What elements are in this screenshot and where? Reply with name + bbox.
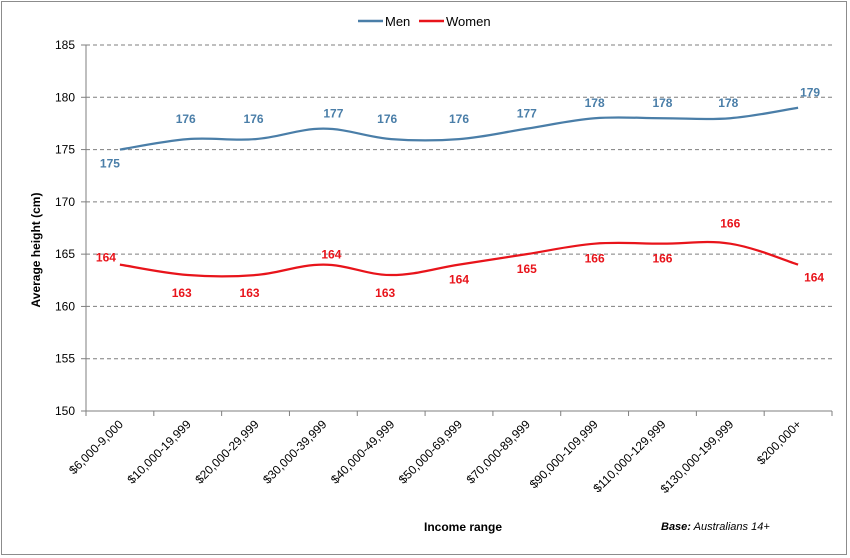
data-label: 163	[172, 286, 192, 300]
x-tick-label: $200,000+	[754, 417, 804, 467]
data-label: 164	[321, 248, 341, 262]
base-note: Base: Australians 14+	[661, 521, 770, 533]
y-tick-label: 180	[55, 90, 75, 104]
x-tick-labels: $6,000-9,000$10,000-19,999$20,000-29,999…	[66, 417, 804, 496]
x-axis-title: Income range	[424, 520, 502, 534]
y-tick-label: 155	[55, 352, 75, 366]
data-label: 179	[800, 86, 820, 100]
legend: Men Women	[358, 14, 491, 29]
y-tick-labels: 150 155 160 165 170 175 180 185	[55, 38, 75, 418]
gridlines	[86, 44, 832, 360]
axes	[81, 44, 833, 416]
base-note-label: Base:	[661, 521, 691, 533]
y-tick-label: 185	[55, 38, 75, 52]
legend-label: Women	[446, 14, 491, 29]
data-label: 175	[100, 157, 120, 171]
x-tick-label: $20,000-29,999	[192, 417, 262, 487]
base-note-text: Australians 14+	[691, 521, 770, 533]
y-tick-label: 160	[55, 299, 75, 313]
data-label: 163	[375, 286, 395, 300]
data-label: 176	[377, 112, 397, 126]
x-tick-label: $6,000-9,000	[66, 417, 126, 477]
data-label: 178	[652, 96, 672, 110]
data-label: 166	[585, 252, 605, 266]
data-label: 163	[240, 286, 260, 300]
y-tick-label: 175	[55, 143, 75, 157]
x-tick-label: $50,000-69,999	[396, 417, 466, 487]
data-label: 166	[720, 217, 740, 231]
data-label: 176	[449, 112, 469, 126]
data-label: 164	[96, 251, 116, 265]
x-tick-label: $130,000-199,999	[658, 417, 737, 496]
y-tick-label: 150	[55, 404, 75, 418]
data-label: 164	[449, 273, 469, 287]
x-tick-label: $40,000-49,999	[328, 417, 398, 487]
y-tick-label: 165	[55, 247, 75, 261]
x-tick-label: $70,000-89,999	[464, 417, 534, 487]
x-tick-label: $10,000-19,999	[124, 417, 194, 487]
x-tick-label: $90,000-109,999	[527, 417, 601, 491]
data-label: 166	[652, 252, 672, 266]
y-tick-label: 170	[55, 195, 75, 209]
data-label: 164	[804, 271, 824, 285]
data-label: 178	[585, 96, 605, 110]
series-lines	[119, 106, 799, 278]
data-label: 165	[517, 262, 537, 276]
data-label: 177	[517, 107, 537, 121]
data-label: 178	[718, 96, 738, 110]
series-line-women	[119, 240, 799, 278]
series-line-men	[119, 106, 799, 151]
x-tick-label: $30,000-39,999	[260, 417, 330, 487]
legend-label: Men	[385, 14, 410, 29]
x-tick-label: $110,000-129,999	[590, 417, 668, 495]
data-labels: 175 176 176 177 176 176 177 178 178 178 179 164 163 1…	[96, 86, 825, 300]
data-label: 176	[244, 112, 264, 126]
data-label: 176	[176, 112, 196, 126]
data-label: 177	[323, 107, 343, 121]
y-axis-title: Average height (cm)	[29, 193, 43, 308]
